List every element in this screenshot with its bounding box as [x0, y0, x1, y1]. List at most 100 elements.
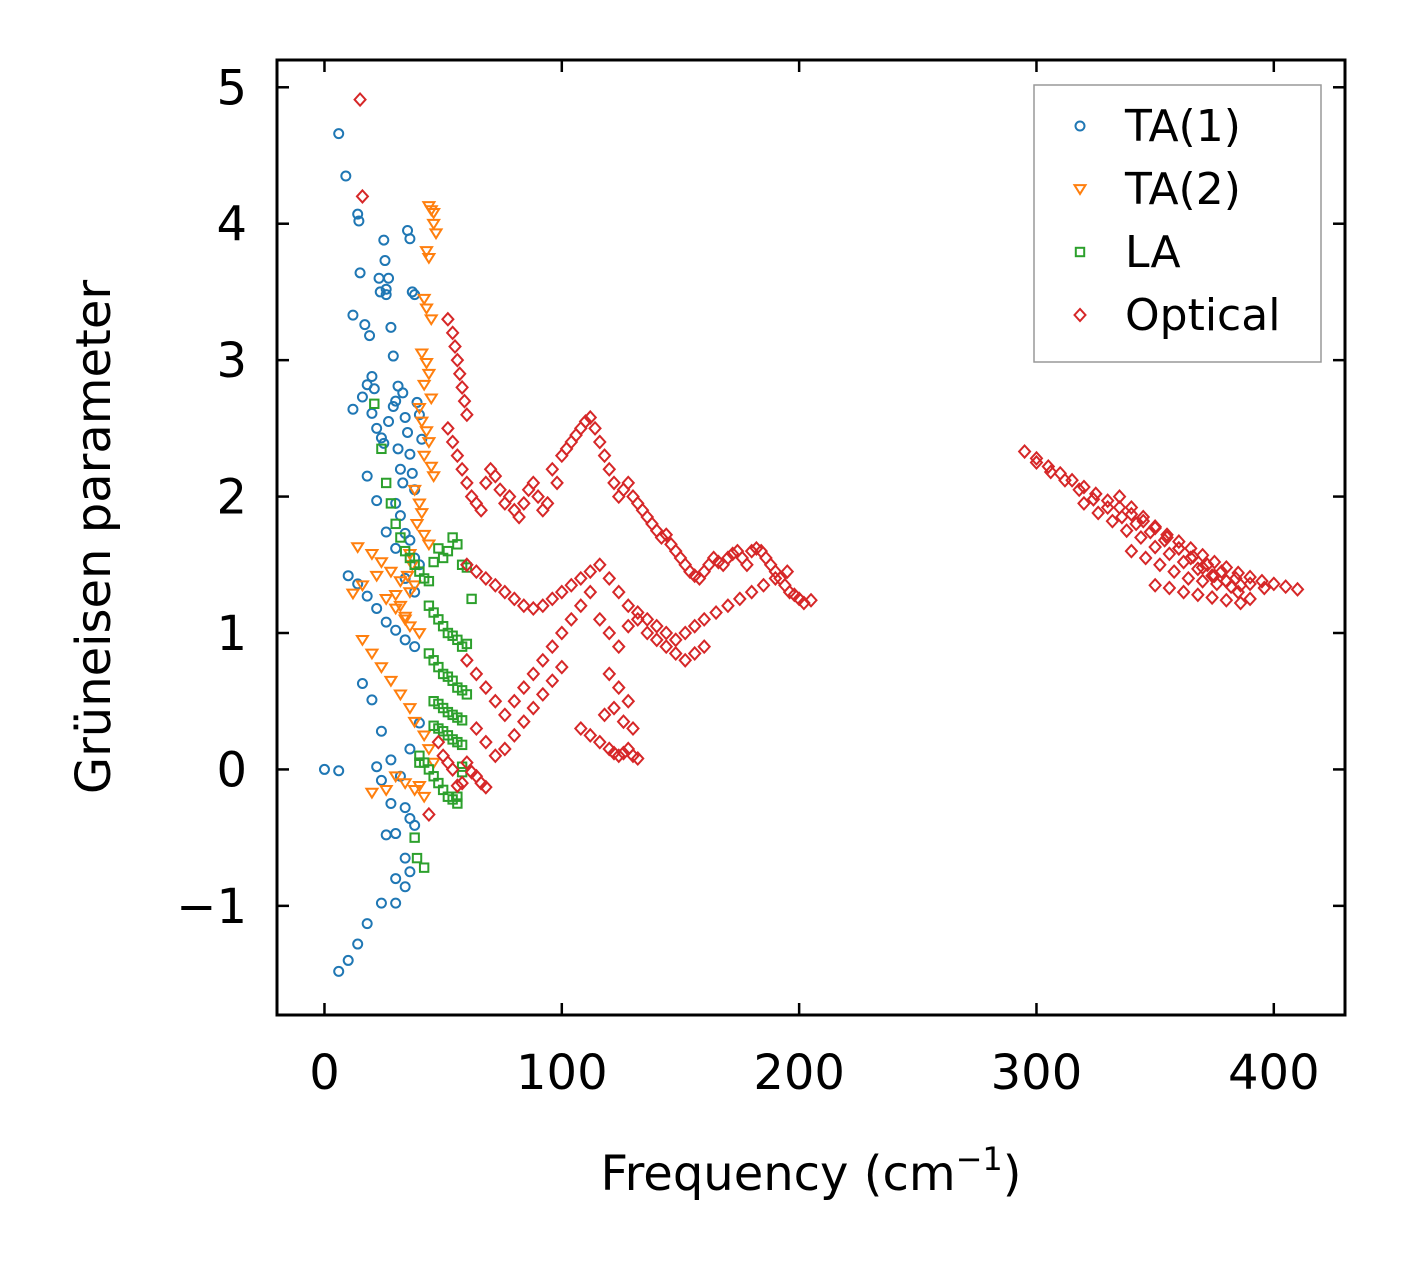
data-point [592, 557, 607, 573]
data-point [1219, 592, 1234, 608]
data-point [1191, 561, 1205, 577]
data-point [412, 780, 427, 793]
data-point [592, 611, 607, 627]
data-point [380, 616, 392, 628]
data-point [540, 495, 555, 511]
data-point [588, 420, 602, 436]
data-point [413, 409, 425, 421]
data-point [441, 311, 455, 327]
data-point [602, 666, 617, 682]
data-point [364, 787, 380, 800]
data-point [763, 557, 778, 573]
data-point [554, 659, 569, 675]
data-point [364, 330, 376, 342]
data-point [488, 693, 503, 709]
data-point [1207, 554, 1222, 570]
legend-marker [1074, 120, 1086, 132]
series-optical [353, 92, 1305, 822]
data-point [507, 591, 522, 607]
legend: TA(1) TA(2) LA Optical [1033, 84, 1322, 363]
data-point [1233, 595, 1248, 611]
data-point [390, 624, 402, 636]
data-point [1162, 546, 1177, 562]
data-point [347, 403, 359, 415]
data-point [445, 434, 460, 450]
legend-label: LA [1125, 227, 1181, 278]
data-point [404, 448, 416, 460]
data-point [1138, 550, 1153, 566]
data-point [616, 714, 631, 730]
data-point [526, 600, 541, 616]
data-point [583, 564, 598, 580]
data-point [583, 727, 598, 743]
data-point [399, 411, 411, 423]
data-point [645, 516, 659, 532]
data-point [526, 475, 541, 491]
data-point [399, 852, 411, 864]
data-point [442, 545, 454, 557]
data-point [535, 652, 550, 668]
data-point [635, 502, 650, 518]
data-point [1153, 557, 1167, 573]
x-tick-label: 300 [991, 1045, 1083, 1101]
data-point [412, 628, 427, 640]
data-point [659, 639, 674, 655]
data-point [697, 611, 712, 627]
data-point [452, 798, 463, 809]
data-point [460, 755, 474, 771]
data-point [411, 852, 423, 864]
data-point [342, 954, 354, 966]
data-point [1086, 491, 1101, 507]
data-point [378, 437, 390, 449]
data-point [426, 218, 441, 231]
data-point [375, 774, 387, 786]
data-point [678, 625, 693, 641]
data-point [441, 420, 455, 436]
data-point [535, 502, 550, 518]
data-point [1195, 559, 1210, 576]
data-point [448, 338, 462, 355]
data-point [535, 686, 550, 702]
legend-marker [1074, 246, 1086, 258]
data-point [1043, 464, 1058, 480]
data-point [597, 448, 612, 464]
data-point [535, 598, 550, 614]
data-point [732, 591, 747, 607]
data-point [419, 303, 434, 316]
data-point [1124, 506, 1139, 522]
data-point [621, 618, 636, 634]
data-point [345, 588, 361, 601]
data-point [393, 600, 408, 613]
data-point [406, 467, 418, 479]
data-point [630, 495, 645, 511]
axis-ticks: 0 100 200 300 400 −1 0 1 2 3 4 5 [176, 60, 1345, 1101]
data-point [687, 645, 702, 662]
data-point [573, 598, 588, 614]
data-point [545, 673, 560, 689]
data-point [402, 426, 414, 438]
data-point [1205, 589, 1219, 606]
y-tick-label: 1 [216, 606, 247, 662]
data-point [374, 286, 386, 298]
data-point [342, 570, 354, 582]
x-tick-label: 400 [1228, 1045, 1320, 1101]
data-point [390, 897, 402, 909]
data-point [404, 866, 416, 878]
data-point [385, 798, 397, 810]
data-point [1100, 493, 1115, 509]
data-point [428, 556, 439, 568]
data-point [361, 590, 373, 602]
data-point [353, 92, 367, 108]
data-point [426, 757, 441, 770]
data-point [709, 604, 723, 621]
data-point [450, 448, 465, 464]
data-point [678, 652, 693, 668]
data-point [380, 829, 392, 841]
data-point [416, 730, 432, 743]
data-point [507, 727, 522, 743]
data-point [385, 321, 397, 333]
data-point [388, 603, 403, 616]
data-point [469, 564, 484, 580]
data-point [371, 422, 383, 434]
data-point [583, 409, 598, 425]
